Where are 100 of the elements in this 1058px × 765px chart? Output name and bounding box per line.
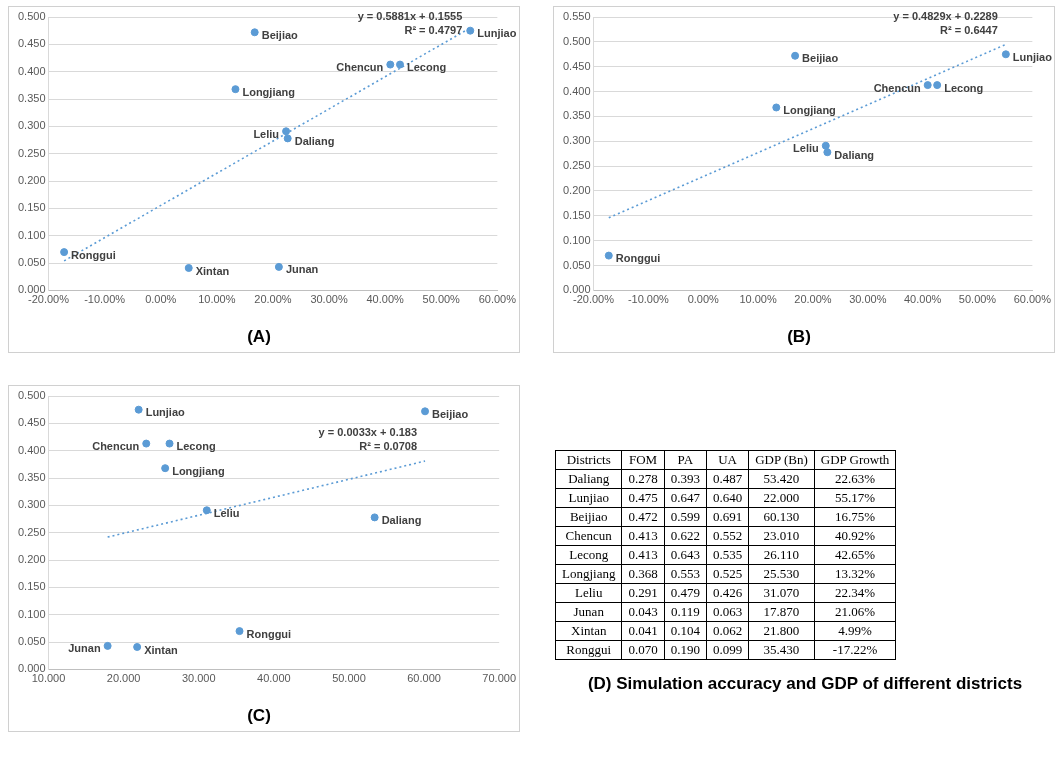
x-tick-label: 20.000 [106, 672, 141, 685]
x-tick-label: 60.00% [1013, 293, 1052, 306]
category-label: Leliu [555, 583, 622, 603]
category-label: Longjiang [555, 564, 622, 584]
annotation: Longjiang [242, 85, 296, 98]
annotation: Chencun [873, 81, 921, 94]
text: (C) [247, 706, 271, 726]
annotation: R² = 0.6447 [940, 23, 998, 36]
y-tick-label: 0.100 [18, 228, 46, 241]
y-tick-label: 0.450 [18, 416, 46, 429]
y-tick-label: 0.400 [563, 84, 591, 97]
data-label: 13.32% [814, 564, 896, 584]
y-tick-label: 0.050 [18, 256, 46, 269]
data-label: 0.643 [664, 545, 707, 565]
text: FOM [621, 450, 665, 470]
annotation: Leliu [213, 506, 240, 519]
annotation: Longjiang [172, 464, 225, 477]
text: (D) Simulation accuracy and GDP of different districts [586, 674, 1024, 694]
annotation: Ronggui [246, 627, 292, 640]
annotation: R² = 0.0708 [359, 439, 418, 452]
annotation: Lecong [176, 440, 216, 453]
data-label: 16.75% [814, 507, 896, 527]
annotation: Chencun [336, 61, 384, 74]
y-tick-label: 0.300 [18, 498, 46, 511]
category-label: Ronggui [555, 640, 622, 660]
point [1001, 50, 1010, 59]
point [370, 513, 379, 522]
x-tick-label: 70.000 [482, 672, 517, 685]
y-tick-label: 0.200 [18, 553, 46, 566]
y-tick-label: 0.100 [563, 233, 591, 246]
x-tick-label: 10.00% [739, 293, 777, 306]
data-label: 21.06% [814, 602, 896, 622]
data-label: 22.000 [748, 488, 815, 508]
data-label: 0.640 [706, 488, 749, 508]
point [142, 439, 151, 448]
annotation: Leliu [253, 127, 280, 140]
x-tick-label: 20.00% [254, 293, 292, 306]
y-tick-label: 0.250 [18, 146, 46, 159]
legend-label: GDP (Bn) [748, 450, 815, 470]
category-label: Beijiao [555, 507, 622, 527]
x-tick-label: 20.00% [794, 293, 832, 306]
annotation: Leliu [793, 142, 819, 155]
data-label: 26.110 [748, 545, 815, 565]
data-label: -17.22% [814, 640, 896, 660]
data-label: 0.278 [621, 469, 665, 489]
data-label: 0.062 [706, 621, 749, 641]
point [282, 127, 291, 136]
y-tick-label: 0.500 [18, 389, 46, 402]
data-label: 53.420 [748, 469, 815, 489]
text: GDP Growth [814, 450, 896, 470]
annotation: Lecong [944, 81, 984, 94]
y-tick-label: 0.050 [18, 635, 46, 648]
x-tick-label: 0.00% [145, 293, 177, 306]
x-tick-label: 30.00% [310, 293, 348, 306]
data-label: 0.553 [664, 564, 707, 584]
annotation: Beijiao [432, 407, 469, 420]
point [274, 262, 283, 271]
x-tick-label: 60.00% [478, 293, 517, 306]
data-label: 0.599 [664, 507, 707, 527]
data-label: 0.479 [664, 583, 707, 603]
annotation: Daliang [381, 513, 422, 526]
point [821, 141, 830, 150]
data-label: 55.17% [814, 488, 896, 508]
data-label: 22.34% [814, 583, 896, 603]
data-label: 0.487 [706, 469, 749, 489]
annotation: Longjiang [783, 104, 836, 116]
y-tick-label: 0.300 [563, 134, 591, 147]
point [396, 60, 405, 69]
data-label: 0.119 [664, 602, 707, 622]
data-label: 0.691 [706, 507, 749, 527]
point [283, 134, 292, 143]
x-tick-label: 0.00% [687, 293, 720, 306]
point [791, 51, 800, 60]
x-tick-label: 40.000 [257, 672, 291, 685]
x-tick-label: -20.00% [573, 293, 615, 306]
category-label: Lunjiao [555, 488, 622, 508]
data-label: 0.426 [706, 583, 749, 603]
point [184, 263, 193, 272]
text: (B) [787, 327, 811, 347]
annotation: Lunjiao [477, 27, 517, 40]
category-label: Xintan [555, 621, 622, 641]
x-tick-label: -10.00% [84, 293, 126, 306]
point [933, 81, 942, 90]
data-label: 0.535 [706, 545, 749, 565]
data-label: 0.525 [706, 564, 749, 584]
x-tick-label: -10.00% [627, 293, 670, 306]
annotation: Daliang [834, 148, 875, 161]
annotation: Ronggui [615, 252, 661, 265]
annotation: R² = 0.4797 [404, 23, 463, 36]
x-tick-label: 30.000 [181, 672, 216, 685]
point [165, 439, 174, 448]
data-label: 21.800 [748, 621, 815, 641]
legend-label: UA [706, 450, 749, 470]
text: Districts [555, 450, 622, 470]
y-tick-label: 0.400 [18, 443, 46, 456]
y-tick-label: 0.000 [563, 283, 591, 296]
annotation: Daliang [294, 134, 335, 147]
y-tick-label: 0.050 [563, 258, 591, 271]
y-tick-label: 0.200 [18, 174, 46, 187]
point [202, 506, 211, 515]
